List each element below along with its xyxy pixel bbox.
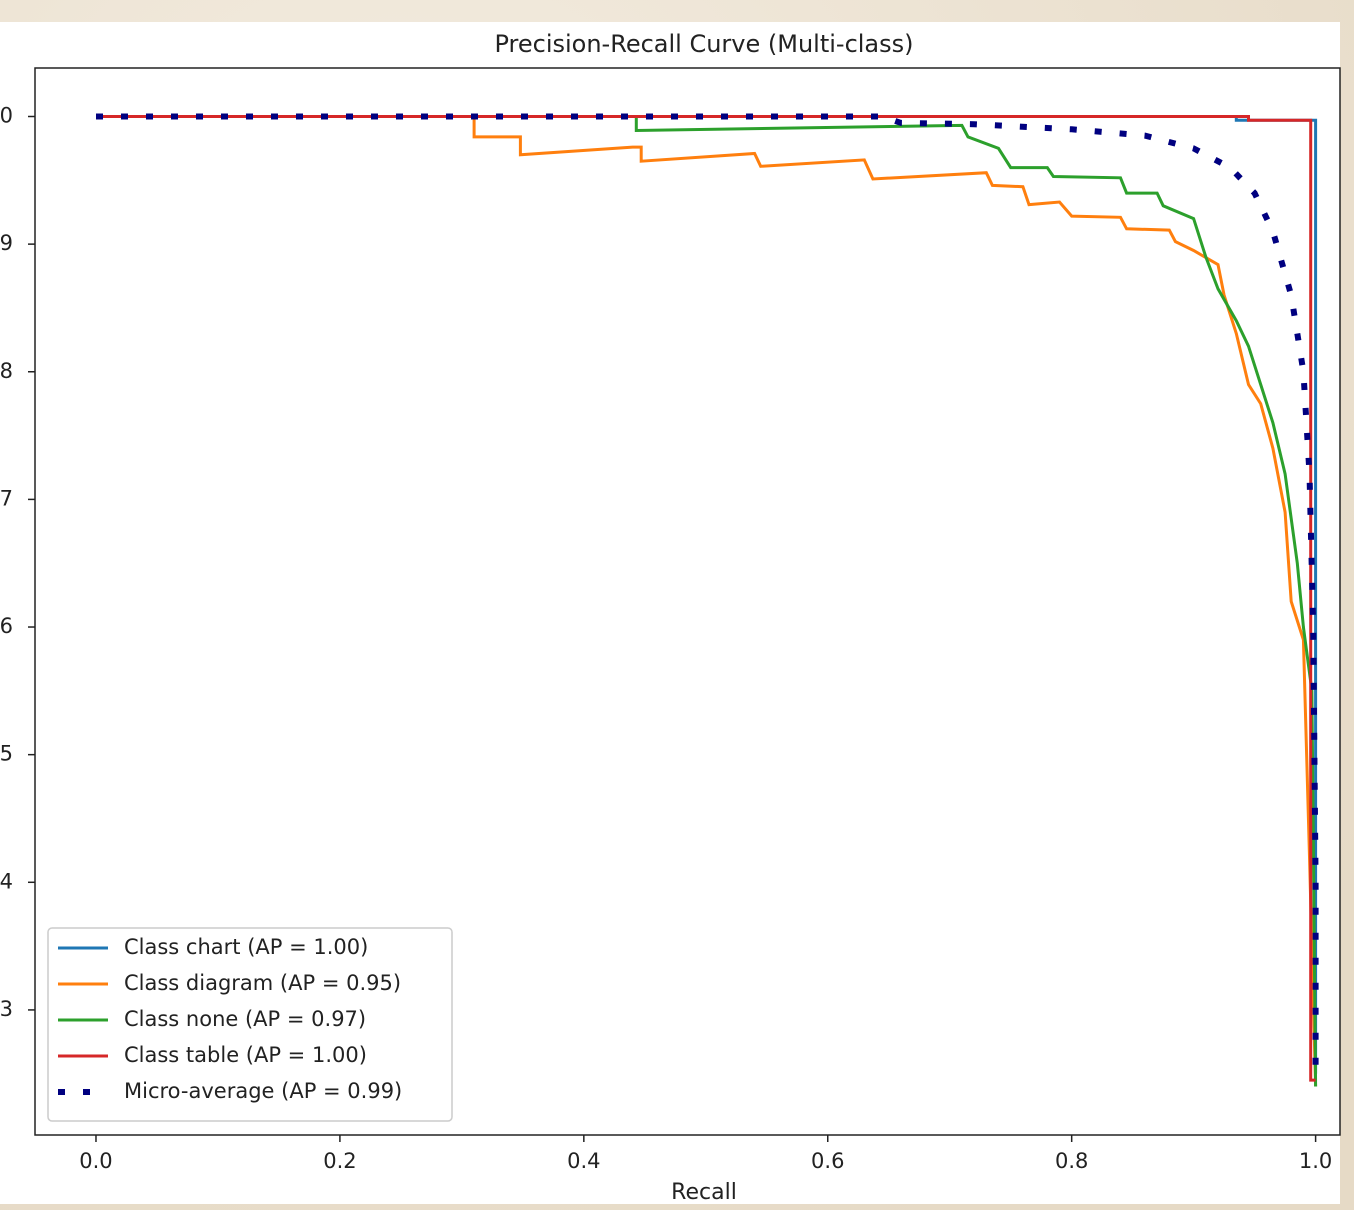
legend-label: Class diagram (AP = 0.95): [124, 971, 401, 995]
x-tick-label: 0.2: [323, 1149, 356, 1173]
legend-label: Micro-average (AP = 0.99): [124, 1079, 402, 1103]
legend-label: Class none (AP = 0.97): [124, 1007, 366, 1031]
chart-title: Precision-Recall Curve (Multi-class): [494, 30, 913, 58]
x-tick-label: 0.8: [1055, 1149, 1088, 1173]
ticks: 0.0 0.2 0.4 0.6 0.8 1.0 1.0 0.9 0.8 0.7 0.6 0.5 0.4 0…: [0, 104, 1332, 1174]
series-line: [96, 115, 1316, 1082]
y-tick-label: 0.6: [0, 614, 13, 638]
plot-area: [96, 113, 1319, 1087]
x-tick-label: 0.6: [811, 1149, 844, 1173]
series-line: [96, 115, 1318, 1087]
x-tick-label: 0.0: [79, 1149, 112, 1173]
axes-frame: [34, 67, 1341, 1136]
y-tick-label: 0.9: [0, 231, 13, 255]
y-tick-label: 0.3: [0, 997, 13, 1021]
y-tick-label: 0.8: [0, 359, 13, 383]
legend: Class chart (AP = 1.00) Class diagram (AP…: [47, 927, 453, 1122]
series-line: [96, 115, 1318, 1087]
y-tick-label: 0.7: [0, 486, 13, 510]
legend-box: [47, 927, 453, 1122]
x-tick-label: 1.0: [1299, 1149, 1332, 1173]
x-axis-label: Recall: [671, 1180, 737, 1205]
y-tick-label: 0.4: [0, 869, 13, 893]
y-tick-label: 1.0: [0, 104, 13, 128]
legend-label: Class chart (AP = 1.00): [124, 935, 368, 959]
x-tick-label: 0.4: [567, 1149, 600, 1173]
y-tick-label: 0.5: [0, 742, 13, 766]
legend-label: Class table (AP = 1.00): [124, 1043, 367, 1067]
